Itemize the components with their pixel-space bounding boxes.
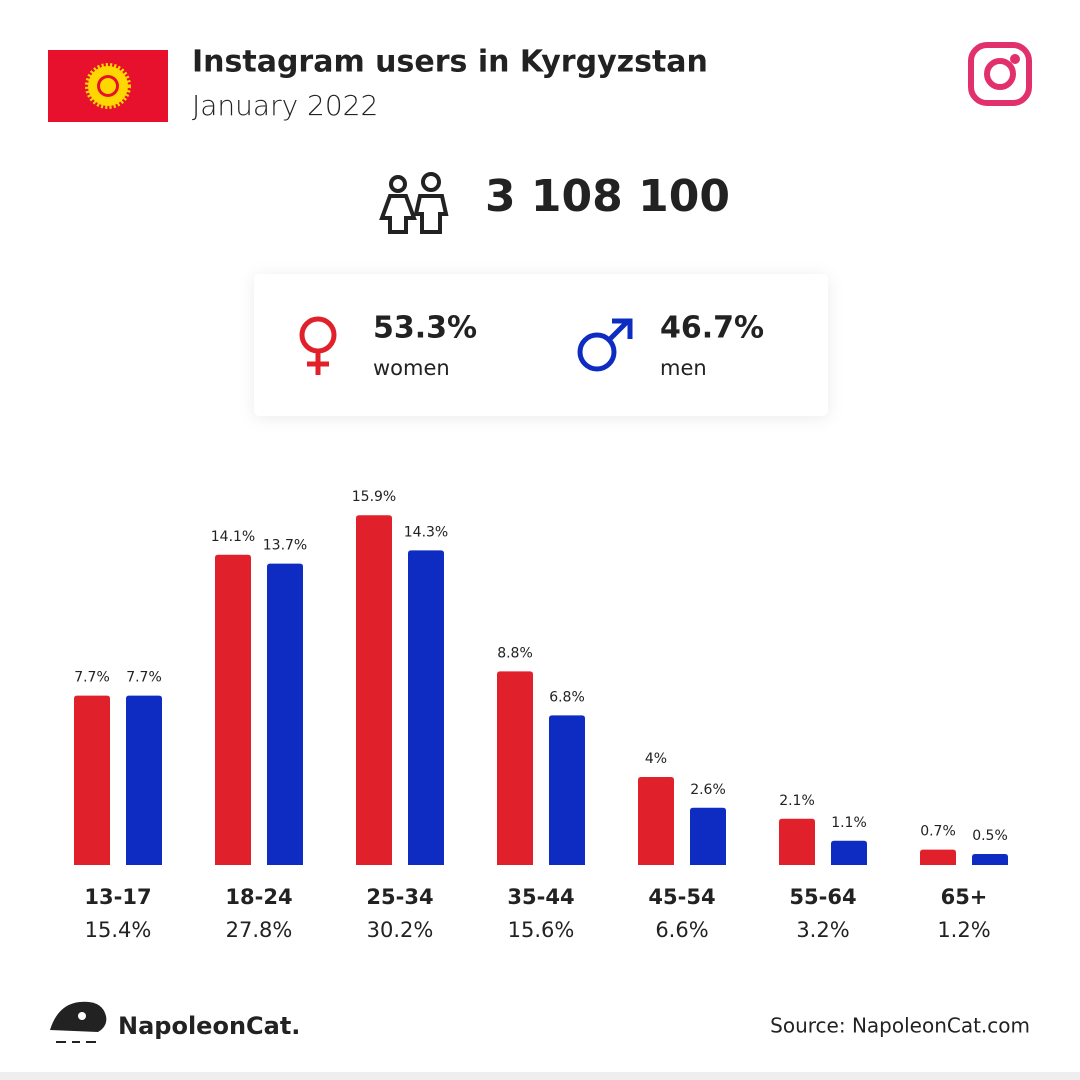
value-label: 14.1%	[211, 529, 255, 545]
category-label: 45-54	[648, 885, 715, 909]
instagram-icon	[968, 42, 1032, 106]
value-label: 0.7%	[920, 824, 956, 840]
brand-name: NapoleonCat.	[118, 1012, 300, 1040]
gender-card	[254, 274, 828, 416]
value-label: 2.6%	[690, 782, 726, 798]
bar	[267, 563, 303, 865]
category-share: 3.2%	[796, 918, 849, 942]
title: Instagram users in Kyrgyzstan	[192, 45, 708, 80]
value-label: 14.3%	[404, 524, 448, 540]
bar	[779, 818, 815, 865]
bar	[690, 807, 726, 865]
value-label: 15.9%	[352, 489, 396, 505]
category-label: 65+	[941, 885, 988, 909]
bar	[215, 554, 251, 865]
bar	[497, 671, 533, 865]
bar	[74, 695, 110, 865]
value-label: 6.8%	[549, 689, 585, 705]
category-label: 55-64	[789, 885, 856, 909]
value-label: 8.8%	[497, 645, 533, 661]
category-label: 13-17	[84, 885, 151, 909]
bottom-strip	[0, 1072, 1080, 1080]
category-label: 18-24	[225, 885, 292, 909]
value-label: 4%	[645, 751, 667, 767]
bar	[920, 849, 956, 865]
category-share: 15.6%	[508, 918, 575, 942]
source: Source: NapoleonCat.com	[770, 1014, 1030, 1038]
value-label: 7.7%	[126, 670, 162, 686]
subtitle: January 2022	[192, 89, 378, 122]
value-label: 1.1%	[831, 815, 867, 831]
male-icon	[577, 318, 633, 372]
category-share: 6.6%	[655, 918, 708, 942]
bar	[638, 777, 674, 865]
category-share: 27.8%	[226, 918, 293, 942]
people-icon	[379, 172, 449, 234]
women-share: 53.3%	[373, 311, 477, 346]
category-label: 25-34	[366, 885, 433, 909]
value-label: 7.7%	[74, 670, 110, 686]
category-label: 35-44	[507, 885, 574, 909]
value-label: 0.5%	[972, 828, 1008, 844]
flag	[48, 50, 168, 122]
bar	[126, 695, 162, 865]
value-label: 2.1%	[779, 793, 815, 809]
men-share: 46.7%	[660, 311, 764, 346]
bar	[549, 715, 585, 865]
value-label: 13.7%	[263, 538, 307, 554]
category-share: 1.2%	[937, 918, 990, 942]
total-users: 3 108 100	[485, 171, 730, 222]
category-share: 15.4%	[85, 918, 152, 942]
bar	[356, 515, 392, 865]
men-label: men	[660, 356, 707, 380]
women-label: women	[373, 356, 450, 380]
brand-logo	[50, 1001, 107, 1043]
female-icon	[299, 316, 337, 375]
bar	[831, 840, 867, 865]
bar	[972, 854, 1008, 865]
category-share: 30.2%	[367, 918, 434, 942]
bar	[408, 550, 444, 865]
